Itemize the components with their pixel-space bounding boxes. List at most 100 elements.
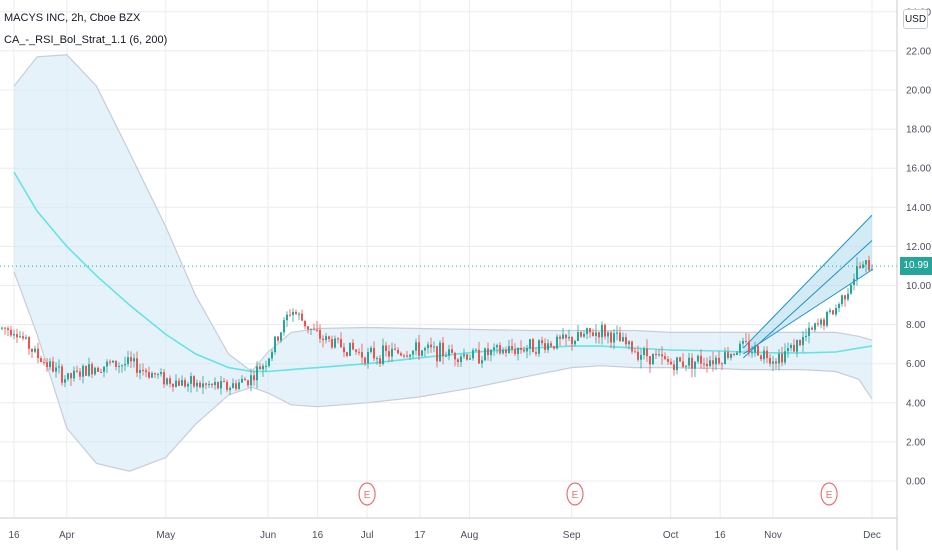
candle-body xyxy=(406,355,408,357)
candle-body xyxy=(718,357,720,364)
candle-body xyxy=(403,355,405,357)
y-tick-label: 20.00 xyxy=(906,86,931,97)
candle-body xyxy=(775,361,777,364)
candle-body xyxy=(460,356,462,363)
candle-body xyxy=(373,347,375,359)
earnings-marker[interactable]: E xyxy=(358,482,376,506)
candle-body xyxy=(130,357,132,362)
last-price-label: 10.99 xyxy=(900,257,932,275)
earnings-marker-shape xyxy=(820,482,838,506)
candle-body xyxy=(733,353,735,355)
candle-body xyxy=(4,327,6,329)
candle-body xyxy=(349,342,351,356)
candle-body xyxy=(862,264,864,268)
candle-body xyxy=(472,350,474,359)
candle-body xyxy=(256,366,258,381)
candle-body xyxy=(427,344,429,349)
candle-body xyxy=(601,324,603,338)
candle-body xyxy=(214,382,216,386)
earnings-marker[interactable]: E xyxy=(566,482,584,506)
candle-body xyxy=(673,364,675,371)
candle-body xyxy=(784,351,786,363)
candle-body xyxy=(274,336,276,353)
candle-body xyxy=(709,360,711,367)
candle-body xyxy=(772,361,774,364)
candle-body xyxy=(397,349,399,354)
candle-body xyxy=(343,347,345,353)
candle-body xyxy=(814,323,816,330)
candle-body xyxy=(547,343,549,350)
candle-body xyxy=(769,358,771,364)
candle-body xyxy=(619,332,621,342)
candle-body xyxy=(685,365,687,367)
candle-body xyxy=(283,320,285,333)
candle-body xyxy=(697,355,699,362)
candle-body xyxy=(250,375,252,386)
study-legend[interactable]: CA_-_RSI_Bol_Strat_1.1 (6, 200) xyxy=(4,34,168,46)
candle-body xyxy=(298,313,300,315)
earnings-marker-shape xyxy=(566,482,584,506)
channel-upper-line xyxy=(742,214,873,349)
candle-body xyxy=(370,347,372,352)
candle-body xyxy=(592,332,594,336)
candle-body xyxy=(340,338,342,348)
candle-body xyxy=(574,340,576,345)
candle-body xyxy=(715,357,717,365)
candle-body xyxy=(118,366,120,368)
candle-body xyxy=(676,357,678,371)
candle-body xyxy=(742,341,744,344)
candle-body xyxy=(484,348,486,361)
channel-lower-line xyxy=(743,269,873,355)
candle-body xyxy=(97,367,99,372)
symbol-title[interactable]: MACYS INC, 2h, Cboe BZX xyxy=(4,12,141,24)
earnings-marker[interactable]: E xyxy=(820,482,838,506)
candle-body xyxy=(382,345,384,364)
candle-body xyxy=(778,353,780,364)
candle-body xyxy=(805,335,807,338)
candle-body xyxy=(652,353,654,365)
x-tick-label: Oct xyxy=(663,530,679,541)
candle-body xyxy=(613,333,615,343)
candle-body xyxy=(34,348,36,352)
candle-body xyxy=(493,347,495,350)
candle-body xyxy=(793,344,795,352)
candle-body xyxy=(712,360,714,365)
candle-body xyxy=(223,381,225,383)
candle-body xyxy=(631,341,633,352)
candle-body xyxy=(538,340,540,354)
candle-body xyxy=(568,336,570,339)
candle-body xyxy=(76,370,78,372)
candle-body xyxy=(844,295,846,300)
candle-body xyxy=(217,382,219,389)
candle-body xyxy=(700,355,702,364)
candle-body xyxy=(127,357,129,364)
candle-body xyxy=(544,343,546,350)
earnings-marker-label: E xyxy=(364,490,371,501)
channel-mid-line xyxy=(742,240,873,359)
candle-body xyxy=(679,357,681,362)
candle-body xyxy=(628,341,630,345)
candle-body xyxy=(625,337,627,345)
candle-body xyxy=(487,348,489,356)
candle-body xyxy=(664,356,666,359)
candle-body xyxy=(367,351,369,364)
candle-body xyxy=(400,353,402,356)
candle-body xyxy=(211,383,213,386)
candle-body xyxy=(64,379,66,383)
candle-body xyxy=(529,339,531,349)
candle-body xyxy=(469,358,471,360)
candle-body xyxy=(688,357,690,366)
candle-body xyxy=(331,339,333,348)
candle-body xyxy=(799,339,801,346)
y-tick-label: 16.00 xyxy=(906,164,931,175)
candle-body xyxy=(535,352,537,354)
channel-fill xyxy=(743,215,872,354)
candle-body xyxy=(703,363,705,365)
currency-badge[interactable]: USD xyxy=(903,9,928,29)
candle-body xyxy=(364,357,366,364)
candle-body xyxy=(19,336,21,338)
y-tick-label: 18.00 xyxy=(906,125,931,136)
candle-body xyxy=(802,337,804,346)
